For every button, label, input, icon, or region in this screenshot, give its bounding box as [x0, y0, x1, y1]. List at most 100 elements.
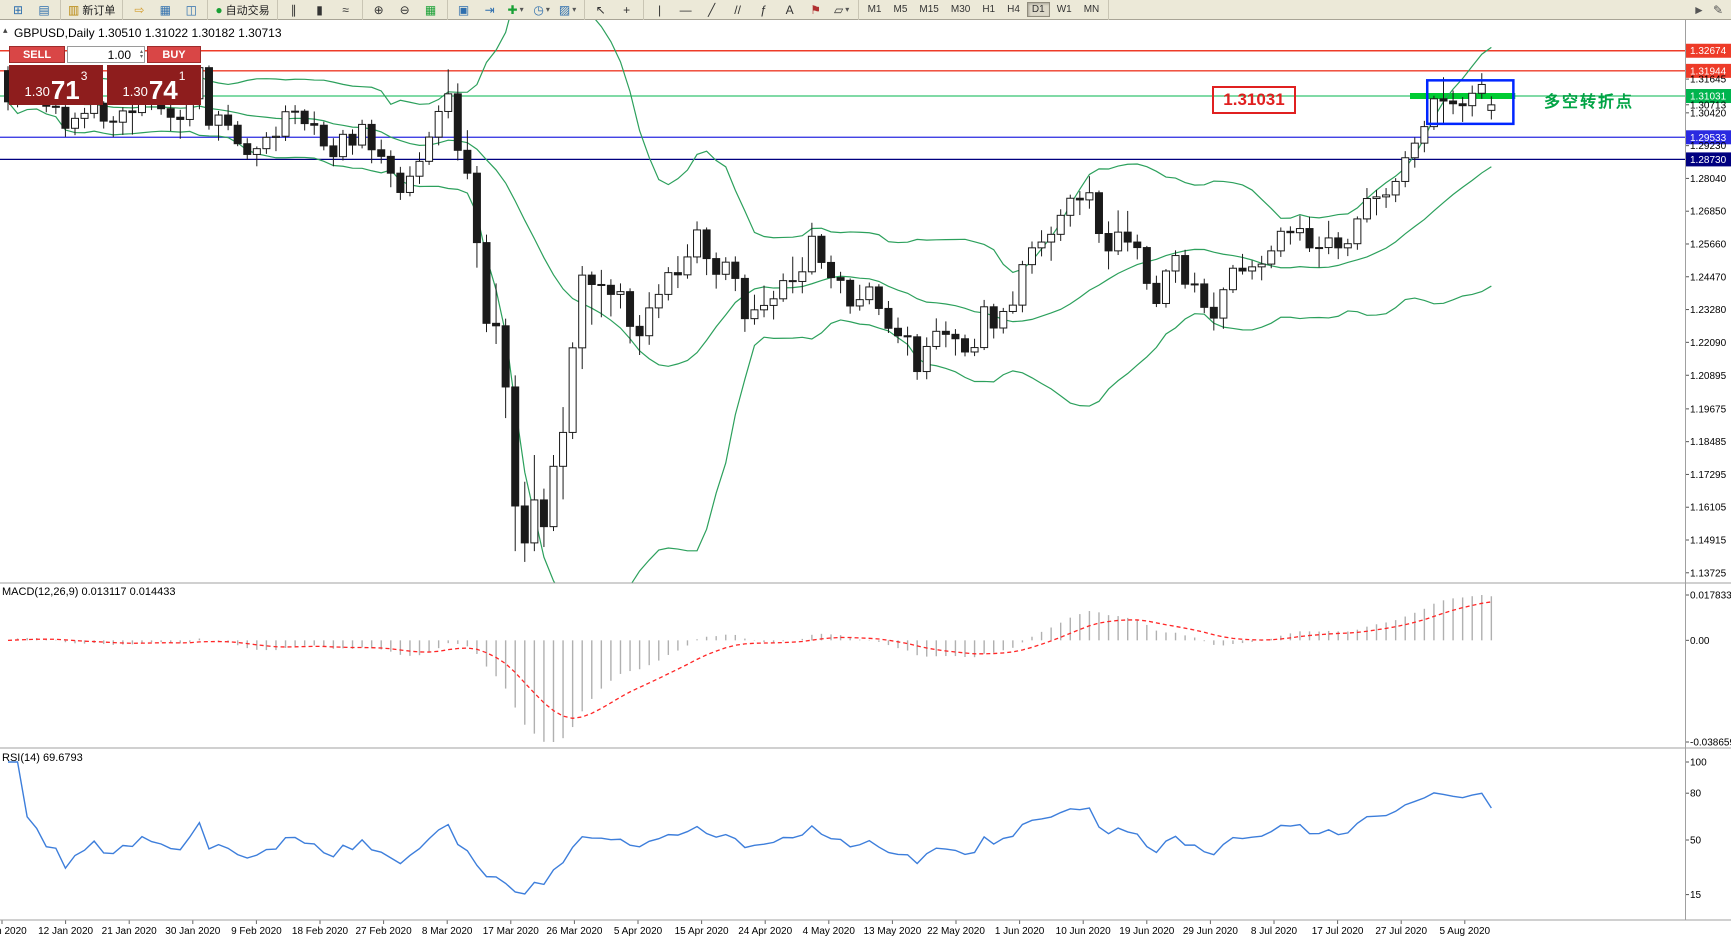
- timeframe-d1-button[interactable]: D1: [1026, 2, 1050, 17]
- chart-shift-button[interactable]: ⇥: [478, 0, 502, 19]
- equidistant-channel-button[interactable]: //: [726, 0, 750, 19]
- profiles-button[interactable]: ▤: [32, 0, 56, 19]
- bar-chart-icon: ∥: [290, 2, 297, 17]
- candle-body: [1114, 231, 1123, 252]
- timeframe-h1-button[interactable]: H1: [982, 4, 996, 15]
- candle-body: [310, 123, 319, 126]
- candle-body: [836, 277, 845, 281]
- candle-body: [1037, 241, 1046, 249]
- candle-body: [396, 172, 405, 193]
- candle-body: [1439, 98, 1448, 102]
- macd-indicator-label: MACD(12,26,9) 0.013117 0.014433: [2, 586, 176, 598]
- candle-body: [1458, 103, 1467, 107]
- timeframe-h4-button[interactable]: H4: [1007, 4, 1020, 15]
- zoom-in-button[interactable]: ⊕: [367, 0, 391, 19]
- candle-body: [1248, 266, 1257, 272]
- vertical-line-icon: |: [658, 2, 662, 17]
- candle-body: [597, 283, 606, 286]
- candle-body: [999, 310, 1008, 329]
- zoom-out-button[interactable]: ⊖: [393, 0, 417, 19]
- timeframe-w1-button[interactable]: W1: [1056, 4, 1072, 15]
- candle-body: [166, 108, 175, 118]
- tile-windows-button[interactable]: ▦: [419, 0, 443, 19]
- candle-body: [501, 325, 510, 388]
- equidistant-channel-icon: //: [734, 2, 741, 17]
- auto-arrange-button[interactable]: ▣: [452, 0, 476, 19]
- collapse-panel-icon[interactable]: ▴: [3, 25, 8, 35]
- chart-canvas[interactable]: 100 80 50 15 0.017833 0.00 -0.038659 1.32674 1.3…: [0, 20, 1731, 948]
- indicators-button[interactable]: ✚ ▾: [504, 0, 528, 19]
- cursor-icon: ↖: [595, 2, 606, 17]
- sell-button[interactable]: SELL: [9, 46, 65, 63]
- edit-mode-icon[interactable]: ✎: [1712, 2, 1723, 17]
- sell-price-box[interactable]: 1.30 71 3: [9, 65, 103, 105]
- autotrading-button[interactable]: ● 自动交易: [212, 0, 272, 19]
- candle-body: [683, 256, 692, 276]
- candle-body: [118, 110, 127, 123]
- data-window-button[interactable]: ▦: [153, 0, 177, 19]
- horizontal-line-button[interactable]: —: [674, 0, 698, 19]
- navigator-button[interactable]: ◫: [179, 0, 203, 19]
- fibonacci-button[interactable]: ƒ: [752, 0, 776, 19]
- new-order-button[interactable]: ▥ 新订单: [65, 0, 118, 19]
- candle-body: [1047, 233, 1056, 243]
- cursor-button[interactable]: ↖: [589, 0, 613, 19]
- volume-input[interactable]: 1.00 ▴ ▾: [67, 46, 145, 63]
- candle-body: [913, 336, 922, 373]
- periods-button[interactable]: ◷ ▾: [530, 0, 554, 19]
- timeframe-m15-button[interactable]: M15: [919, 4, 939, 15]
- candle-body: [760, 304, 769, 311]
- price-axis-highlight: [1686, 43, 1731, 58]
- bar-chart-button[interactable]: ∥: [282, 0, 306, 19]
- timeframe-m5-button[interactable]: M5: [893, 4, 908, 15]
- highlight-rect-annotation: [1425, 79, 1515, 126]
- timeframe-mn-button[interactable]: MN: [1083, 4, 1100, 15]
- new-order-icon: ▥: [68, 2, 80, 17]
- vertical-line-button[interactable]: |: [648, 0, 672, 19]
- periods-icon: ◷: [533, 2, 544, 17]
- timeframe-m1-button[interactable]: M1: [867, 4, 882, 15]
- candle-body: [702, 229, 711, 260]
- trendline-button[interactable]: ╱: [700, 0, 724, 19]
- date-label: 13 May 2020: [863, 926, 921, 937]
- buy-button[interactable]: BUY: [147, 46, 201, 63]
- candle-body: [769, 298, 778, 306]
- line-chart-button[interactable]: ≈: [334, 0, 358, 19]
- candle-body: [1171, 255, 1180, 272]
- zoom-in-icon: ⊕: [373, 2, 384, 17]
- price-axis-label: 1.30713: [1690, 100, 1727, 111]
- candle-body: [271, 135, 280, 138]
- volume-up-icon[interactable]: ▴: [139, 48, 143, 55]
- candle-body: [243, 143, 252, 155]
- macd-axis-label: 0.017833: [1690, 591, 1731, 602]
- candle-body: [616, 291, 625, 295]
- volume-down-icon[interactable]: ▾: [139, 53, 143, 60]
- candle-body: [712, 258, 721, 275]
- price-axis-label: 1.28730: [1690, 155, 1727, 166]
- candle-body: [539, 499, 548, 528]
- toolbar-group-zoom: ⊕ ⊖ ▦: [363, 0, 448, 20]
- text-button[interactable]: A: [778, 0, 802, 19]
- templates-button[interactable]: ▨ ▾: [556, 0, 580, 19]
- price-axis-highlight: [1686, 63, 1731, 78]
- crosshair-button[interactable]: +: [615, 0, 639, 19]
- new-chart-button[interactable]: ⊞: [6, 0, 30, 19]
- candle-body: [1449, 100, 1458, 105]
- turning-point-note: 多空转折点: [1544, 94, 1635, 111]
- shapes-button[interactable]: ▱ ▾: [830, 0, 854, 19]
- buy-price-box[interactable]: 1.30 74 1: [107, 65, 201, 105]
- candle-body: [894, 327, 903, 337]
- candle-body: [673, 272, 682, 276]
- scroll-charts-icon[interactable]: ►: [1693, 2, 1705, 17]
- candle-body: [99, 102, 108, 122]
- rsi-axis-label: 15: [1690, 890, 1702, 901]
- market-watch-button[interactable]: ⇨: [127, 0, 151, 19]
- date-label: 5 Apr 2020: [614, 926, 663, 937]
- date-label: 15 Apr 2020: [675, 926, 729, 937]
- timeframe-m30-button[interactable]: M30: [950, 4, 971, 15]
- price-axis-label: 1.14915: [1690, 536, 1727, 547]
- arrows-button[interactable]: ⚑: [804, 0, 828, 19]
- toolbar-group-chart-tools: ▣ ⇥ ✚ ▾ ◷ ▾ ▨ ▾: [448, 0, 585, 20]
- candle-body: [415, 160, 424, 177]
- candlestick-chart-button[interactable]: ▮: [308, 0, 332, 19]
